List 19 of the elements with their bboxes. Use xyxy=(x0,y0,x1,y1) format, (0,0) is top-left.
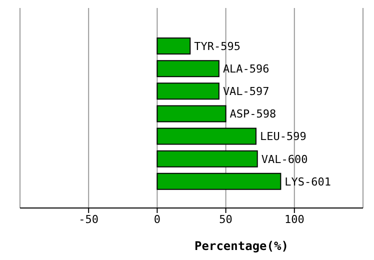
x-tick-label: -50 xyxy=(78,212,99,226)
y-tick-label: TYR-595 xyxy=(194,40,240,53)
y-tick-label: ALA-596 xyxy=(222,62,270,76)
bar xyxy=(156,172,282,190)
bar xyxy=(156,150,258,168)
y-tick-label: VAL-600 xyxy=(261,152,308,166)
bar xyxy=(156,82,220,100)
bar xyxy=(156,60,220,78)
x-tick-label: 100 xyxy=(284,212,304,226)
y-tick-label: LYS-601 xyxy=(284,175,332,188)
x-axis-title: Percentage(%) xyxy=(194,239,288,253)
y-tick-label: ASP-598 xyxy=(230,108,276,121)
y-tick-label: VAL-597 xyxy=(222,85,270,98)
bar xyxy=(156,38,191,54)
x-tick-label: 0 xyxy=(154,212,161,226)
x-tick-label: 50 xyxy=(219,212,232,226)
y-tick-label: LEU-599 xyxy=(260,130,306,144)
bar xyxy=(156,128,256,145)
bar xyxy=(156,105,226,122)
